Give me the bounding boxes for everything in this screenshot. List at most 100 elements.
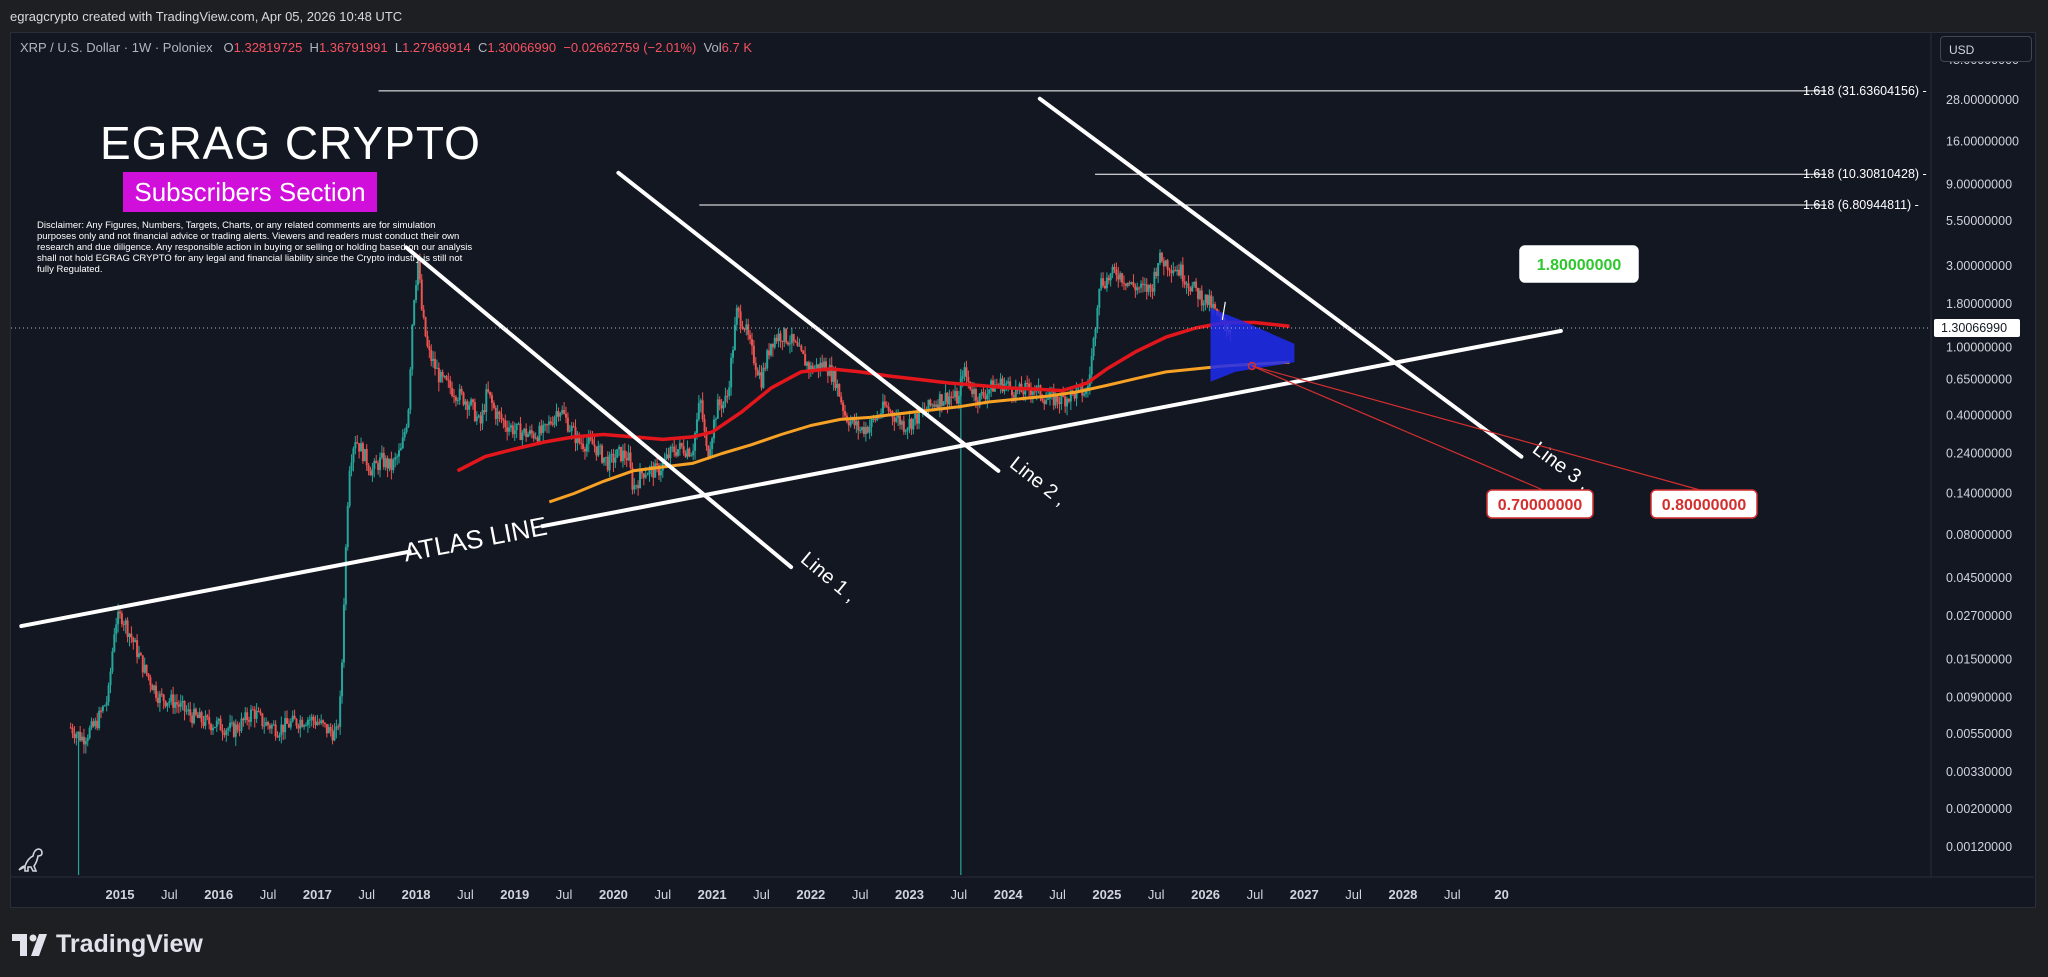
- candle-body: [1147, 284, 1150, 292]
- candle-body: [331, 731, 334, 741]
- candle-body: [1117, 274, 1120, 280]
- candle-body: [766, 350, 769, 369]
- candle-body: [1138, 287, 1141, 289]
- candle-body: [297, 725, 300, 729]
- candle-body: [198, 712, 201, 718]
- candle-body: [899, 415, 902, 425]
- candle-body: [122, 624, 125, 626]
- candle-body: [599, 445, 602, 447]
- candle-body: [534, 437, 537, 439]
- candle-body: [481, 410, 484, 424]
- candle-body: [113, 634, 116, 652]
- candle-body: [557, 411, 560, 417]
- target-label-red-1[interactable]: 0.70000000: [1486, 489, 1594, 519]
- candle-body: [206, 715, 209, 718]
- candle-body: [773, 337, 776, 348]
- line2-trendline[interactable]: [616, 170, 1001, 473]
- candle-body: [794, 341, 797, 343]
- time-tick-label: 2028: [1388, 887, 1417, 902]
- currency-button[interactable]: USD: [1940, 36, 2032, 62]
- candle-body: [500, 414, 503, 420]
- candle-body: [487, 389, 490, 392]
- target-connector: [1251, 365, 1544, 491]
- price-tick-label: 0.08000000: [1946, 528, 2012, 542]
- candle-body: [259, 711, 262, 714]
- candle-body: [1115, 269, 1118, 275]
- candle-body: [392, 459, 395, 471]
- candle-body: [821, 362, 824, 368]
- candle-body: [329, 727, 332, 732]
- candle-body: [306, 719, 309, 726]
- candle-body: [401, 437, 404, 449]
- candle-body: [257, 710, 260, 712]
- candle-body: [916, 413, 919, 424]
- candle-body: [800, 345, 803, 351]
- high-value: 1.36791991: [318, 40, 388, 55]
- candle-body: [988, 389, 991, 394]
- candle-body: [360, 443, 363, 452]
- candle-body: [96, 720, 99, 729]
- candle-body: [836, 383, 839, 389]
- candle-body: [887, 406, 890, 412]
- candle-body: [1206, 294, 1209, 305]
- candle-body: [308, 719, 311, 721]
- candle-body: [428, 346, 431, 350]
- candle-body: [451, 387, 454, 396]
- candle-body: [511, 425, 514, 435]
- candle-body: [675, 452, 678, 456]
- tradingview-logo[interactable]: TradingView: [12, 930, 203, 959]
- candle-body: [312, 716, 315, 721]
- candle-body: [716, 399, 719, 419]
- candle-body: [667, 454, 670, 459]
- atlas-label-bg: [407, 504, 545, 567]
- atlas-trendline[interactable]: [19, 328, 1563, 629]
- candle-body: [371, 468, 374, 476]
- candle-body: [718, 399, 721, 406]
- candle-body: [739, 311, 742, 327]
- candle-body: [1212, 304, 1215, 308]
- candle-body: [606, 456, 609, 471]
- candle-body: [692, 450, 695, 456]
- candle-body: [289, 721, 292, 728]
- price-tick-label: 16.00000000: [1946, 135, 2019, 149]
- candle-body: [705, 431, 708, 447]
- candle-body: [365, 448, 368, 466]
- candle-body: [384, 458, 387, 468]
- candle-body: [940, 394, 943, 406]
- candle-body: [82, 736, 85, 745]
- high-label: H: [309, 40, 319, 55]
- candle-body: [280, 724, 283, 736]
- candle-body: [720, 405, 723, 409]
- candle-body: [79, 731, 82, 741]
- candle-body: [1136, 287, 1139, 291]
- candle-body: [394, 457, 397, 460]
- candle-body: [1191, 285, 1194, 292]
- line1-trendline[interactable]: [404, 245, 794, 570]
- candle-body: [1047, 398, 1050, 400]
- candle-body: [889, 411, 892, 413]
- candle-body: [676, 449, 679, 456]
- candle-body: [775, 337, 778, 342]
- candle-body: [475, 416, 478, 422]
- candle-body: [1214, 304, 1217, 309]
- candle-body: [910, 419, 913, 430]
- candle-body: [156, 697, 159, 704]
- time-tick-label: Jul: [1345, 887, 1362, 902]
- candle-body: [485, 389, 488, 413]
- candle-body: [629, 452, 632, 468]
- candle-body: [918, 408, 921, 424]
- candle-body: [508, 427, 511, 432]
- line3-trendline[interactable]: [1037, 96, 1524, 459]
- target-label-green[interactable]: 1.80000000: [1519, 245, 1639, 283]
- candle-body: [1143, 284, 1146, 286]
- target-label-red-2[interactable]: 0.80000000: [1650, 489, 1758, 519]
- candle-body: [291, 715, 294, 722]
- candle-body: [1193, 281, 1196, 286]
- candle-body: [673, 446, 676, 453]
- candle-body: [997, 384, 1000, 386]
- candle-body: [506, 427, 509, 432]
- candle-body: [210, 724, 213, 731]
- dino-icon[interactable]: [16, 844, 46, 879]
- candle-body: [453, 395, 456, 397]
